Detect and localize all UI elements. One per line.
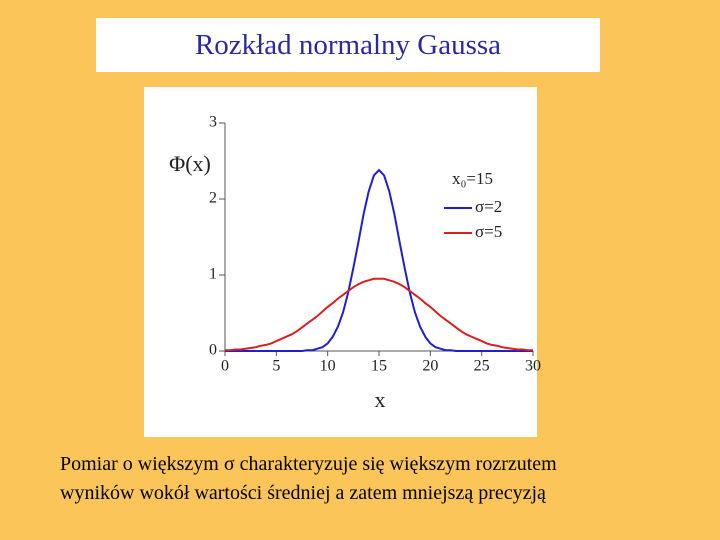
series-line	[225, 168, 533, 352]
legend-label: σ=5	[475, 222, 502, 241]
x-tick-label: 25	[474, 358, 490, 375]
y-tick-label: 0	[209, 342, 217, 359]
chart-background	[144, 87, 537, 437]
caption-line: Pomiar o większym σ charakteryzuje się w…	[60, 453, 557, 475]
caption: Pomiar o większym σ charakteryzuje się w…	[60, 450, 557, 508]
x-tick-label: 5	[272, 358, 280, 375]
legend-title: x₀=15	[452, 169, 493, 188]
x-tick-label: 0	[221, 358, 229, 375]
x-tick-label: 20	[422, 358, 438, 375]
slide-title: Rozkład normalny Gaussa	[96, 18, 600, 72]
x-tick-label: 30	[525, 358, 541, 375]
y-tick-label: 2	[209, 190, 217, 207]
y-tick-label: 3	[209, 114, 217, 131]
y-tick-label: 1	[209, 266, 217, 283]
x-tick-label: 10	[320, 358, 336, 375]
x-tick-label: 15	[371, 358, 387, 375]
caption-line: wyników wokół wartości średniej a zatem …	[60, 482, 546, 504]
y-axis-label: Φ(x)	[169, 151, 211, 176]
x-axis-label: x	[375, 387, 386, 412]
legend-label: σ=2	[475, 197, 502, 216]
series-line	[225, 277, 533, 352]
